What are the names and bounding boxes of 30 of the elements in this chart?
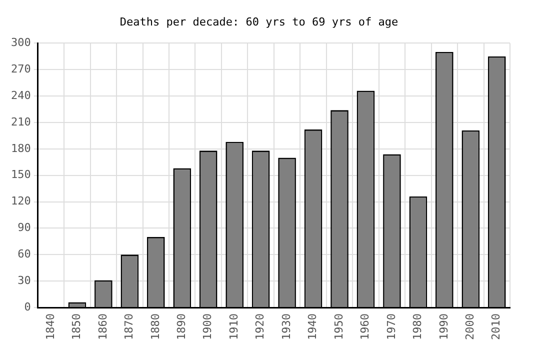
x-tick-label: 1970 <box>384 314 398 340</box>
y-tick-label: 240 <box>10 88 31 102</box>
y-tick-label: 270 <box>10 62 31 76</box>
x-tick-label: 1890 <box>174 314 188 340</box>
x-tick-label: 1950 <box>332 314 346 340</box>
x-tick-label: 1860 <box>96 314 110 340</box>
chart-title: Deaths per decade: 60 yrs to 69 yrs of age <box>120 15 398 28</box>
x-tick-label: 1930 <box>280 314 293 340</box>
y-tick-label: 120 <box>10 194 31 208</box>
y-tick-label: 300 <box>10 36 31 50</box>
x-tick-label: 1880 <box>148 314 162 340</box>
x-tick-label: 1990 <box>437 314 450 340</box>
y-tick-label: 180 <box>10 142 31 155</box>
x-tick-label: 2010 <box>490 314 503 340</box>
y-tick-label: 90 <box>18 221 31 234</box>
y-tick-label: 210 <box>10 115 31 128</box>
x-tick-label: 1960 <box>358 314 372 340</box>
y-tick-label: 60 <box>18 248 31 261</box>
x-tick-label: 1980 <box>411 314 424 340</box>
x-tick-label: 1910 <box>227 314 240 340</box>
x-tick-label: 1900 <box>201 314 214 340</box>
y-tick-label: 30 <box>18 274 31 287</box>
x-tick-label: 1940 <box>306 314 320 340</box>
y-tick-label: 150 <box>10 168 31 182</box>
x-tick-label: 1850 <box>70 314 84 340</box>
x-tick-label: 1920 <box>254 314 267 340</box>
x-tick-label: 1870 <box>122 314 136 340</box>
x-tick-label: 2000 <box>464 314 477 340</box>
y-tick-label: 0 <box>24 300 31 314</box>
x-tick-label: 1840 <box>44 314 57 340</box>
